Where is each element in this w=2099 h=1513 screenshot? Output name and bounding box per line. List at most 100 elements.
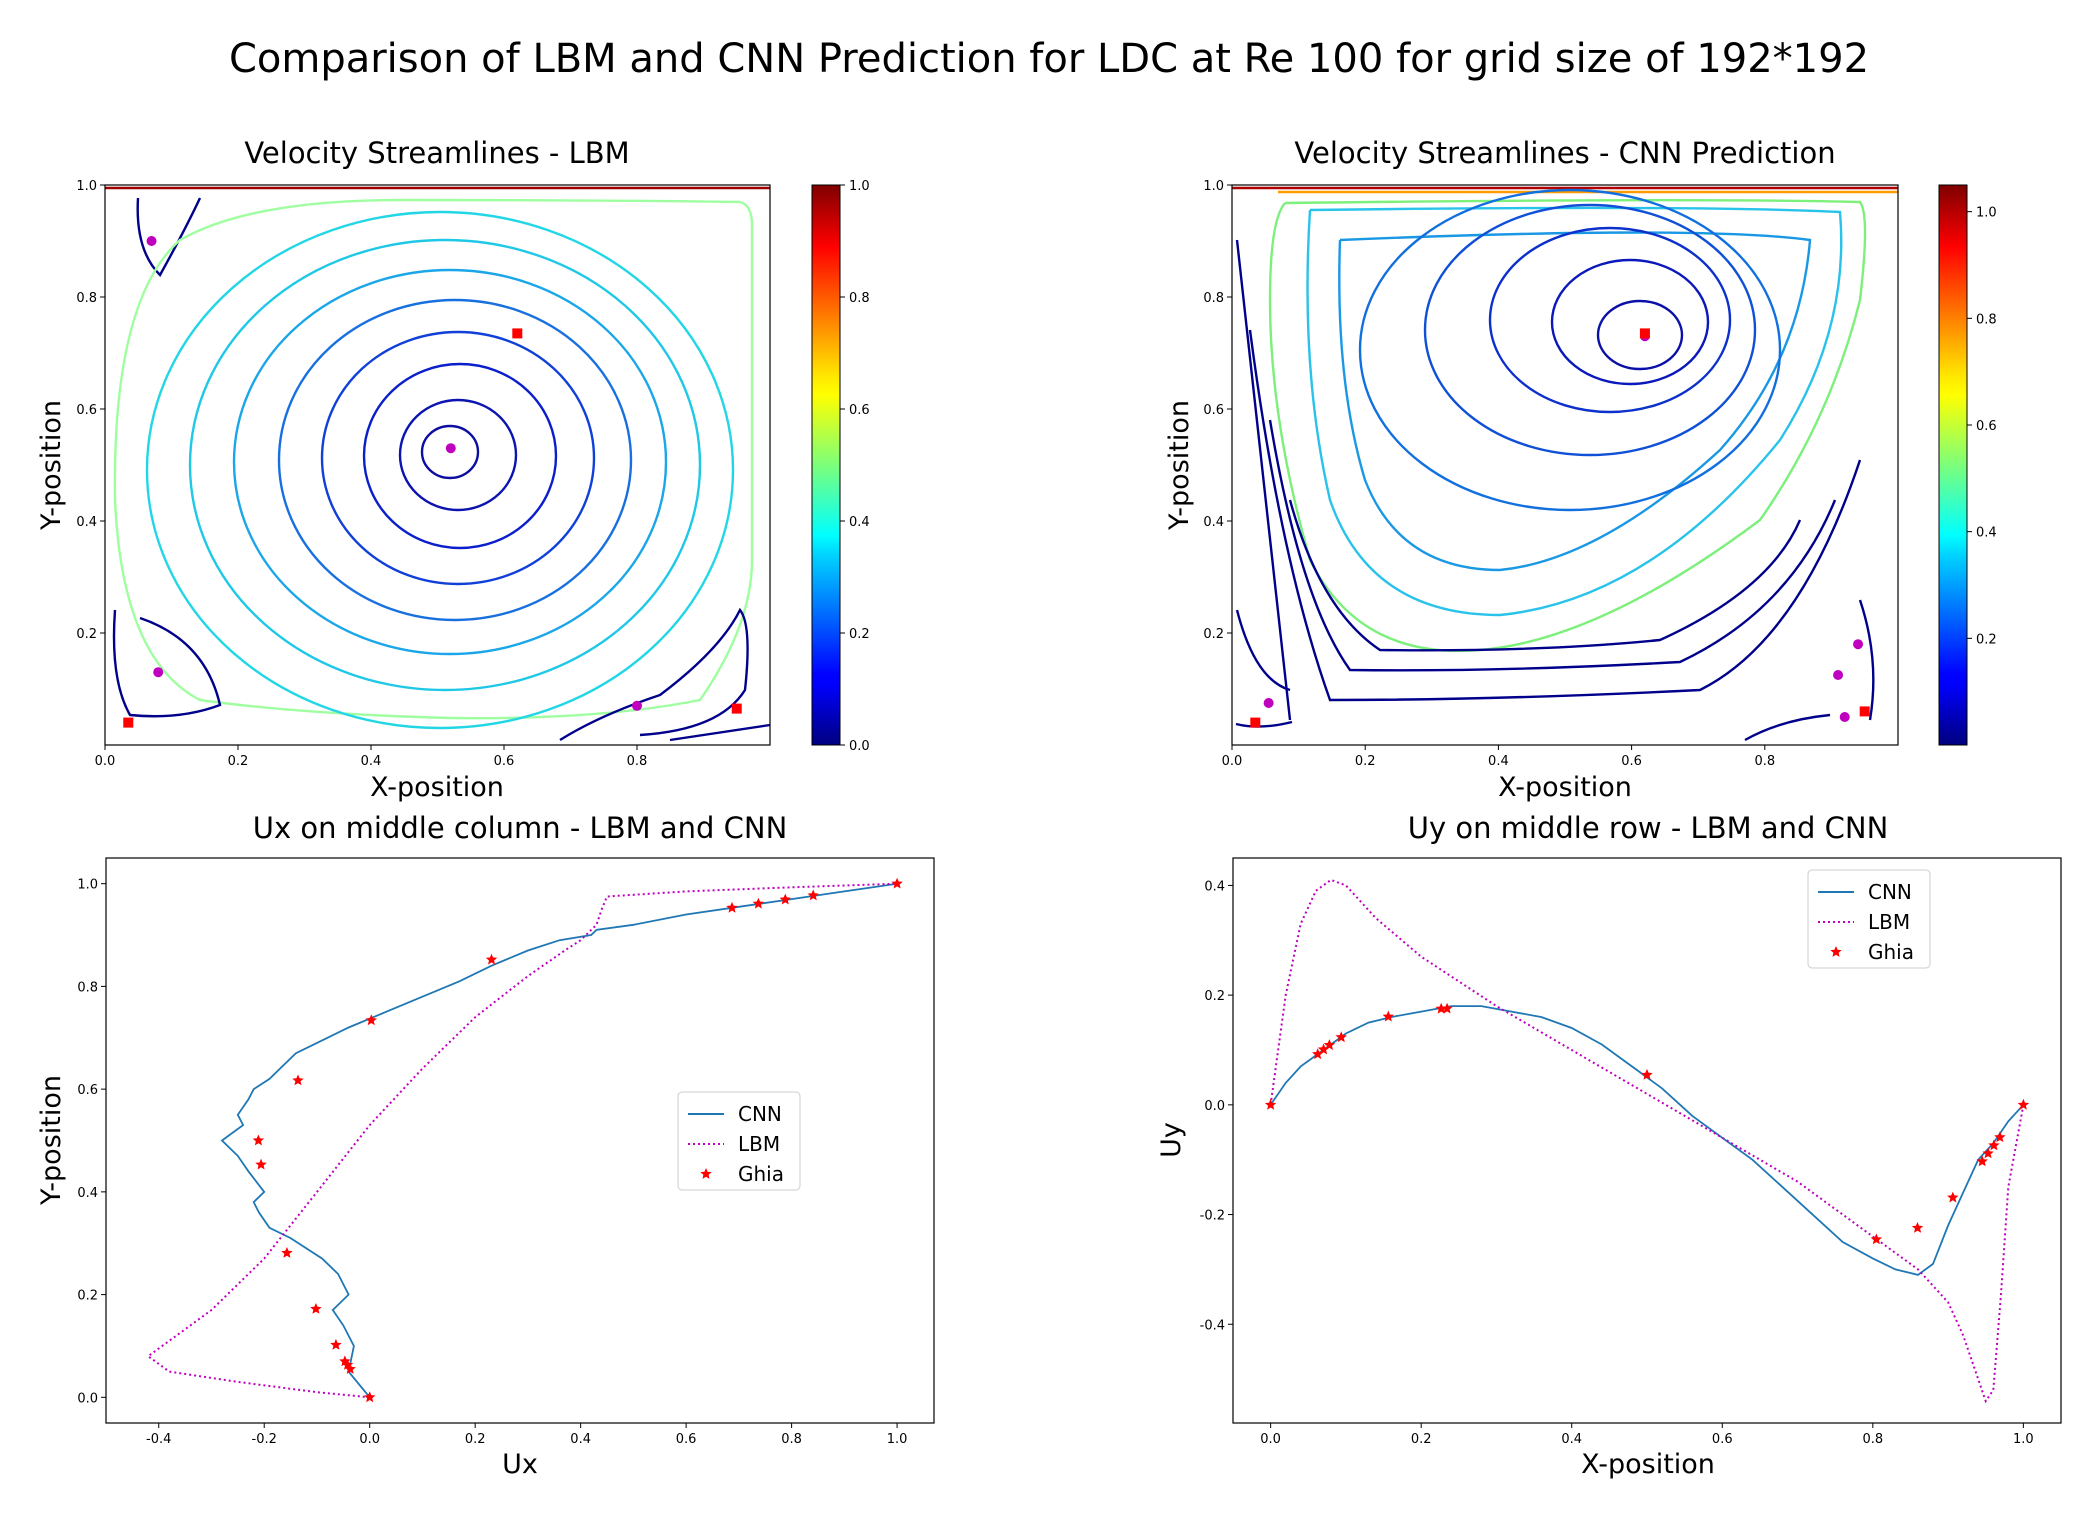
ghia-marker	[330, 1338, 342, 1350]
ghia-marker	[1441, 1002, 1453, 1014]
colorbar-ticks: 0.2 0.4 0.6 0.8 1.0	[1967, 206, 1997, 647]
ghia-marker	[1435, 1002, 1447, 1014]
colorbar-tick-label: 0.4	[849, 515, 870, 530]
y-tick-label: 1.0	[1203, 179, 1224, 194]
y-ticks: 0.0 0.2 0.4 0.6 0.8 1.0	[77, 878, 106, 1406]
series-layer	[1264, 878, 2030, 1404]
x-tick-label: 0.8	[1754, 754, 1775, 769]
ghia-marker	[1982, 1147, 1994, 1159]
streamline	[1235, 720, 1293, 728]
axes-frame	[104, 184, 771, 746]
streamline	[398, 398, 518, 512]
streamline	[1744, 713, 1831, 742]
reference-marker	[512, 328, 523, 339]
streamline	[1338, 231, 1812, 572]
legend-frame	[1807, 869, 1931, 969]
colorbar-tick-label: 0.0	[849, 739, 870, 754]
streamline	[362, 362, 558, 550]
x-ticks: 0.0 0.2 0.4 0.6 0.8 1.0	[1260, 1423, 2034, 1447]
legend-swatch	[700, 1168, 712, 1179]
x-tick-label: 0.8	[781, 1432, 802, 1447]
x-tick-label: 0.6	[1712, 1432, 1733, 1447]
x-tick-label: 0.6	[676, 1432, 697, 1447]
axes-frame	[1231, 184, 1899, 746]
vortex-center-marker	[1833, 670, 1844, 680]
colorbar-tick-label: 0.2	[849, 627, 870, 642]
colorbar-tick-label: 0.2	[1976, 632, 1997, 647]
ghia-marker	[485, 953, 498, 965]
legend-label: CNN	[738, 1102, 782, 1126]
panel-cnn-streamlines: Velocity Streamlines - CNN Prediction 0.…	[1164, 136, 1997, 803]
streamline	[420, 424, 480, 480]
streamline	[1596, 299, 1684, 371]
x-axis-label: X-position	[1498, 772, 1632, 803]
y-tick-label: 0.6	[76, 403, 97, 418]
y-tick-label: 0.6	[77, 1083, 98, 1098]
vortex-center-marker	[632, 700, 642, 711]
colorbar-tick-label: 0.6	[1976, 419, 1997, 434]
y-axis-label: Y-position	[36, 1075, 67, 1206]
streamline	[136, 197, 202, 277]
streamline	[1235, 609, 1291, 692]
x-tick-label: -0.2	[252, 1432, 277, 1447]
streamline	[1288, 499, 1802, 652]
reference-marker	[731, 703, 742, 714]
colorbar-tick-label: 0.4	[1976, 526, 1997, 541]
y-tick-label: 0.0	[1204, 1099, 1225, 1114]
y-tick-label: 0.4	[76, 515, 97, 530]
figure-title: Comparison of LBM and CNN Prediction for…	[229, 36, 1869, 82]
ghia-marker	[292, 1074, 304, 1086]
ghia-marker	[807, 889, 819, 901]
y-axis-label: Y-position	[36, 400, 67, 531]
streamline	[1858, 599, 1875, 721]
x-tick-label: 0.0	[1222, 754, 1243, 769]
y-tick-label: -0.2	[1200, 1209, 1225, 1224]
colorbar-tick-label: 1.0	[849, 179, 870, 194]
ghia-marker	[1870, 1233, 1883, 1245]
ghia-marker	[1335, 1031, 1347, 1043]
ghia-marker	[779, 893, 791, 905]
streamline	[669, 723, 771, 742]
y-ticks: 0.2 0.4 0.6 0.8 1.0	[76, 179, 105, 642]
axes-frame	[1232, 857, 2062, 1424]
streamline	[145, 210, 735, 730]
x-tick-label: 0.4	[1488, 754, 1509, 769]
y-ticks: 0.2 0.4 0.6 0.8 1.0	[1203, 179, 1232, 642]
x-tick-label: 0.4	[1561, 1432, 1582, 1447]
legend-label: LBM	[738, 1132, 780, 1156]
x-tick-label: 0.2	[228, 754, 249, 769]
streamline	[112, 609, 222, 718]
x-tick-label: 0.6	[1621, 754, 1642, 769]
streamline	[1248, 329, 1862, 702]
lbm-series-line	[146, 882, 898, 1399]
vortex-center-marker	[445, 443, 456, 454]
x-ticks: 0.0 0.2 0.4 0.6 0.8	[1222, 745, 1775, 769]
y-tick-label: 0.2	[1204, 989, 1225, 1004]
y-tick-label: 0.2	[1203, 627, 1224, 642]
y-tick-label: 1.0	[77, 878, 98, 893]
panel-title: Uy on middle row - LBM and CNN	[1408, 811, 1889, 845]
colorbar	[811, 184, 841, 746]
streamline	[1306, 206, 1843, 617]
x-tick-label: 0.4	[570, 1432, 591, 1447]
colorbar-tick-label: 1.0	[1976, 206, 1997, 221]
ghia-marker	[364, 1391, 376, 1403]
ghia-marker	[1264, 1098, 1277, 1110]
legend-label: Ghia	[738, 1162, 784, 1186]
x-tick-label: 0.0	[359, 1432, 380, 1447]
x-tick-label: 1.0	[887, 1432, 908, 1447]
x-tick-label: 0.4	[361, 754, 382, 769]
streamline	[277, 298, 633, 622]
legend-label: Ghia	[1868, 940, 1914, 964]
streamline	[1268, 419, 1837, 672]
y-tick-label: 0.8	[1203, 291, 1224, 306]
cnn-series-line	[220, 882, 898, 1398]
streamline	[1235, 239, 1292, 721]
legend-label: CNN	[1868, 880, 1912, 904]
ghia-marker	[339, 1355, 351, 1367]
x-axis-label: X-position	[370, 772, 504, 803]
vortex-center-marker	[146, 236, 157, 246]
legend-label: LBM	[1868, 910, 1910, 934]
x-ticks: -0.4 -0.2 0.0 0.2 0.4 0.6 0.8 1.0	[146, 1423, 907, 1447]
